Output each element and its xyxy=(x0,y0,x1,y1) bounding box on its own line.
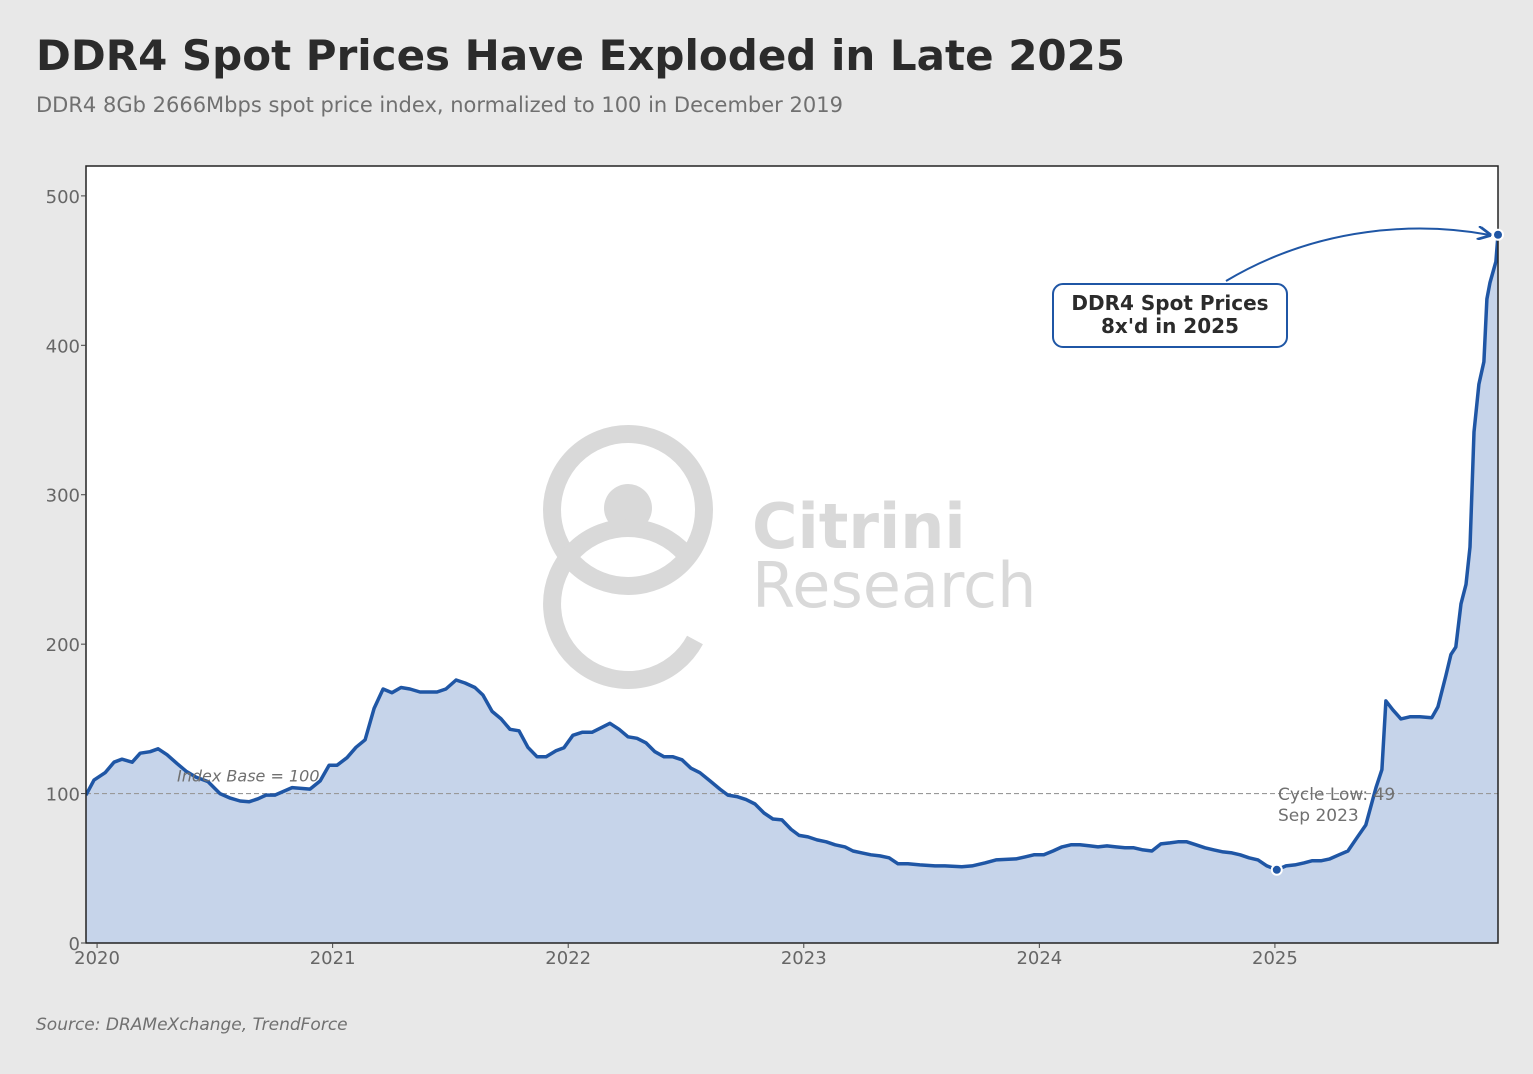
x-tick-label: 2020 xyxy=(74,948,120,969)
data-line xyxy=(86,234,1498,872)
x-tick-label: 2021 xyxy=(310,948,356,969)
callout-box xyxy=(1052,283,1288,348)
low-label: Sep 2023 xyxy=(1278,806,1359,826)
reference-label: Index Base = 100 xyxy=(177,767,320,786)
x-tick-label: 2024 xyxy=(1016,948,1062,969)
y-tick-label: 200 xyxy=(46,635,80,656)
watermark-logo xyxy=(543,425,713,595)
watermark: Citrini Research xyxy=(543,425,1036,689)
y-tick-label: 500 xyxy=(46,187,80,208)
callout-text: 8x'd in 2025 xyxy=(1101,314,1239,338)
point-marker xyxy=(1270,863,1283,876)
x-tick-label: 2023 xyxy=(781,948,827,969)
area-fill xyxy=(86,234,1498,943)
watermark-logo xyxy=(543,519,703,689)
annotation-layer: DDR4 Spot Prices 8x'd in 2025 Cycle Low:… xyxy=(1052,228,1504,876)
x-tick-label: 2022 xyxy=(545,948,591,969)
chart-subtitle: DDR4 8Gb 2666Mbps spot price index, norm… xyxy=(36,93,843,117)
callout-text: DDR4 Spot Prices xyxy=(1071,291,1268,315)
point-marker xyxy=(1492,228,1504,241)
source-note: Source: DRAMeXchange, TrendForce xyxy=(36,1015,348,1035)
watermark-text: Citrini xyxy=(752,490,966,563)
y-tick-label: 400 xyxy=(46,336,80,357)
y-tick-label: 300 xyxy=(46,486,80,507)
plot-layer xyxy=(86,234,1498,943)
y-tick-label: 0 xyxy=(69,934,80,955)
plot-border xyxy=(85,165,1499,944)
y-tick-label: 100 xyxy=(46,785,80,806)
x-tick-label: 2025 xyxy=(1252,948,1298,969)
callout-arrow xyxy=(1225,229,1490,282)
chart-title: DDR4 Spot Prices Have Exploded in Late 2… xyxy=(36,31,1125,80)
watermark-text: Research xyxy=(752,549,1036,622)
low-label: Cycle Low: 49 xyxy=(1278,785,1395,805)
